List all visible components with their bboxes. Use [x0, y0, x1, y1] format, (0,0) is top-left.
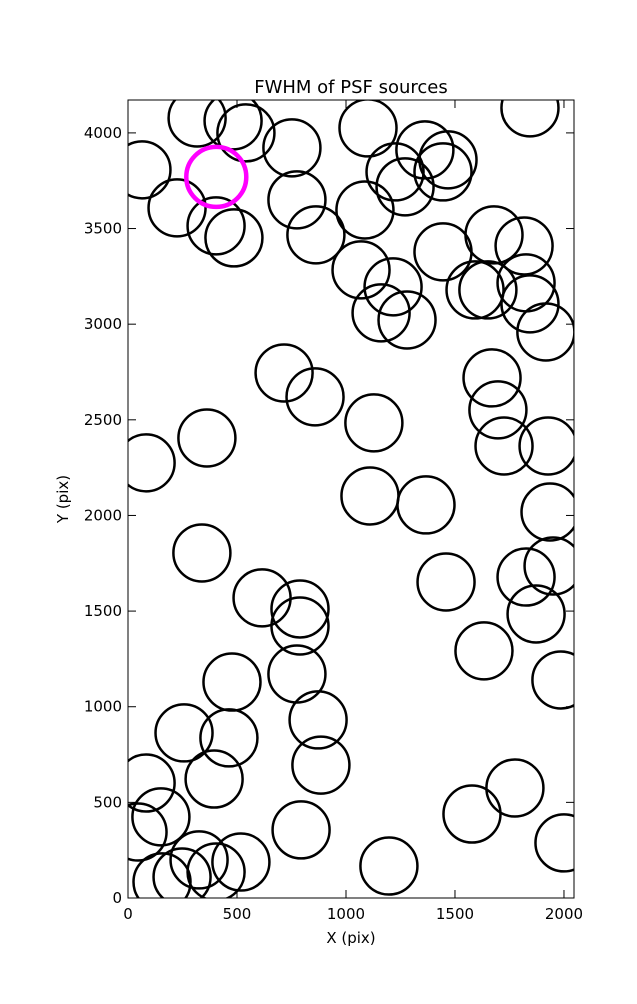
source-circle — [132, 852, 192, 898]
source-circle — [520, 482, 574, 542]
source-circle — [500, 100, 560, 138]
source-circle — [338, 100, 398, 158]
y-tick-label: 2000 — [84, 506, 122, 524]
source-circle — [377, 290, 437, 350]
source-circle — [442, 784, 502, 844]
x-tick-label: 500 — [223, 905, 252, 923]
source-circle — [344, 393, 404, 453]
source-circle — [169, 830, 229, 890]
source-circle — [254, 343, 314, 403]
source-circle — [458, 260, 518, 320]
source-circle — [172, 523, 232, 583]
y-tick-label: 500 — [93, 793, 122, 811]
y-tick-label: 1500 — [84, 602, 122, 620]
source-circle — [154, 703, 214, 763]
source-circle — [351, 283, 411, 343]
y-axis-label: Y (pix) — [54, 475, 72, 524]
source-circle — [177, 408, 237, 468]
source-circle — [454, 621, 514, 681]
source-circle — [396, 475, 456, 535]
source-circle — [262, 118, 322, 178]
chart-title: FWHM of PSF sources — [254, 77, 448, 98]
source-circle — [500, 274, 560, 334]
source-circle — [445, 260, 505, 320]
source-circle — [516, 302, 574, 362]
x-tick-label: 1500 — [436, 905, 474, 923]
source-circle — [216, 103, 276, 163]
source-circle — [186, 196, 246, 256]
source-circle — [184, 144, 249, 210]
source-circle — [291, 735, 351, 795]
source-circle — [365, 142, 425, 202]
source-circle — [288, 690, 348, 750]
source-circle — [531, 650, 574, 710]
source-circle — [363, 257, 423, 317]
y-tick-label: 3000 — [84, 315, 122, 333]
source-circle — [518, 416, 574, 476]
source-circle — [131, 787, 191, 847]
source-circle — [413, 142, 473, 202]
source-circle — [523, 536, 574, 596]
source-circle — [534, 813, 574, 873]
source-circle — [128, 802, 168, 862]
source-circle — [506, 584, 566, 644]
x-axis-label: X (pix) — [326, 929, 375, 947]
y-tick-label: 3500 — [84, 220, 122, 238]
source-circle — [474, 416, 534, 476]
source-circle — [331, 240, 391, 300]
x-tick-label: 1000 — [327, 905, 365, 923]
source-circle — [462, 348, 522, 408]
source-circle — [494, 216, 554, 276]
x-tick-label: 2000 — [545, 905, 583, 923]
source-circle — [416, 552, 476, 612]
source-circle — [418, 130, 478, 190]
source-circle — [271, 800, 331, 860]
source-circle — [199, 708, 259, 768]
source-circle — [267, 170, 327, 230]
source-circle — [128, 140, 172, 200]
plot-frame — [127, 99, 575, 899]
source-circle — [147, 178, 207, 238]
source-circle — [285, 367, 345, 427]
source-circle — [485, 758, 545, 818]
source-circle — [184, 749, 244, 809]
source-circle — [128, 433, 176, 493]
source-circle — [359, 836, 419, 896]
source-circle — [167, 100, 227, 148]
y-tick-label: 2500 — [84, 411, 122, 429]
x-tick-label: 0 — [123, 905, 133, 923]
source-circle — [270, 596, 330, 656]
source-circle — [152, 847, 212, 898]
source-circle — [270, 579, 330, 639]
source-circle — [203, 100, 263, 151]
source-circle — [496, 547, 556, 607]
source-circle — [335, 180, 395, 240]
y-tick-label: 4000 — [84, 124, 122, 142]
source-circle — [286, 205, 346, 265]
y-tick-label: 0 — [112, 889, 122, 907]
source-circle — [464, 205, 524, 265]
source-circle — [128, 753, 176, 813]
source-circle — [211, 832, 271, 892]
y-tick-label: 1000 — [84, 698, 122, 716]
source-circle — [204, 208, 264, 268]
source-circle — [375, 157, 435, 217]
source-circle — [468, 380, 528, 440]
